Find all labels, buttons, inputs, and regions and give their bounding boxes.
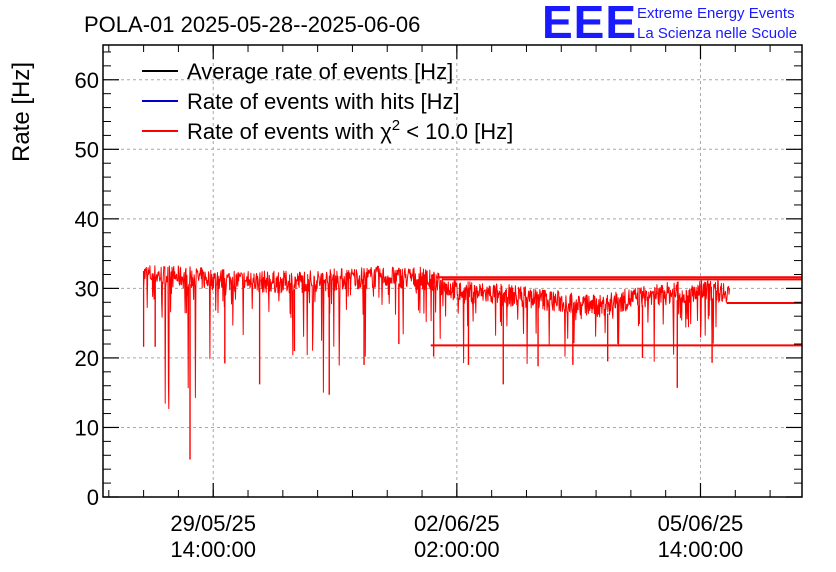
- eee-logo-line1: Extreme Energy Events: [637, 5, 795, 22]
- y-tick-label: 50: [75, 137, 99, 162]
- legend: Average rate of events [Hz] Rate of event…: [142, 59, 513, 144]
- legend-label-2: Rate of events with hits [Hz]: [187, 89, 460, 114]
- x-tick-label-date: 02/06/25: [414, 511, 500, 536]
- y-tick-label: 30: [75, 276, 99, 301]
- x-tick-label-date: 05/06/25: [658, 511, 744, 536]
- chart-title: POLA-01 2025-05-28--2025-06-06: [84, 12, 420, 37]
- y-tick-label: 0: [87, 485, 99, 510]
- y-tick-label: 10: [75, 415, 99, 440]
- plot-area: [142, 265, 802, 460]
- series-chi2-rate-line: [143, 265, 730, 410]
- y-tick-label: 40: [75, 207, 99, 232]
- plot-frame: [102, 44, 803, 498]
- eee-logo: EEE Extreme Energy Events La Scienza nel…: [542, 0, 797, 48]
- x-tick-label-time: 14:00:00: [658, 537, 744, 562]
- eee-logo-line2: La Scienza nelle Scuole: [637, 25, 797, 42]
- eee-logo-mark: EEE: [542, 0, 637, 48]
- axis-ticks: 010203040506029/05/2514:00:0002/06/2502:…: [75, 45, 802, 562]
- legend-label-3: Rate of events with χ2 < 10.0 [Hz]: [187, 117, 513, 144]
- x-tick-label-time: 02:00:00: [414, 537, 500, 562]
- y-tick-label: 20: [75, 346, 99, 371]
- y-axis-label: Rate [Hz]: [8, 62, 35, 162]
- x-tick-label-time: 14:00:00: [170, 537, 256, 562]
- legend-label-1: Average rate of events [Hz]: [187, 59, 453, 84]
- x-tick-label-date: 29/05/25: [170, 511, 256, 536]
- y-tick-label: 60: [75, 68, 99, 93]
